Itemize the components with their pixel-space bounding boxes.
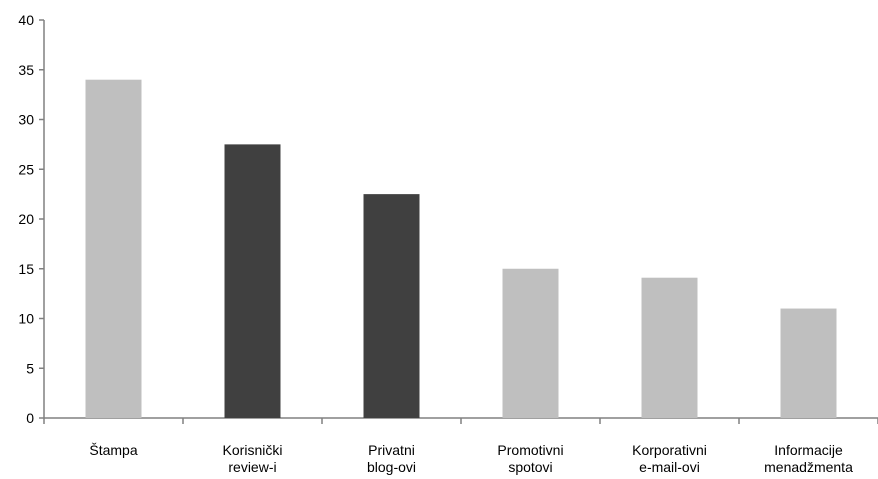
x-category-label: Informacije menadžmenta: [764, 442, 853, 475]
x-axis: [43, 417, 878, 424]
x-category-label-line: blog-ovi: [367, 459, 416, 475]
x-category-label: Korisnički review-i: [223, 442, 283, 475]
y-tick-label: 35: [18, 62, 34, 78]
x-category-label-line: Korporativni: [632, 442, 707, 458]
x-category-label-line: Promotivni: [497, 442, 563, 458]
y-tick-label: 0: [26, 410, 34, 426]
x-category-label: Privatni blog-ovi: [367, 442, 416, 475]
x-category-label-line: Informacije: [774, 442, 843, 458]
bar: [363, 194, 420, 418]
y-axis: 0 5 10 15 20 25 30 35 40: [18, 12, 45, 426]
category-labels: Štampa Korisnički review-i Privatni blog-ovi…: [89, 442, 853, 475]
y-tick-label: 20: [18, 211, 34, 227]
y-tick-label: 25: [18, 161, 34, 177]
y-tick-label: 10: [18, 311, 34, 327]
x-category-label-line: Korisnički: [223, 442, 283, 458]
y-tick-label: 30: [18, 112, 34, 128]
x-category-label: Korporativni e-mail-ovi: [632, 442, 707, 475]
x-category-label: Štampa: [89, 442, 137, 458]
y-tick-label: 5: [26, 360, 34, 376]
x-category-label-line: review-i: [228, 459, 276, 475]
bar: [85, 79, 142, 418]
x-category-label-line: Privatni: [368, 442, 415, 458]
x-category-label-line: e-mail-ovi: [639, 459, 700, 475]
y-tick-label: 40: [18, 12, 34, 28]
bars: [85, 79, 837, 418]
x-category-label-line: menadžmenta: [764, 459, 853, 475]
bar: [502, 268, 559, 418]
x-category-label-line: Štampa: [89, 442, 137, 458]
x-category-label-line: spotovi: [508, 459, 552, 475]
bar: [780, 308, 837, 418]
bar: [641, 277, 698, 418]
bar: [224, 144, 281, 418]
y-tick-label: 15: [18, 261, 34, 277]
x-category-label: Promotivni spotovi: [497, 442, 563, 475]
